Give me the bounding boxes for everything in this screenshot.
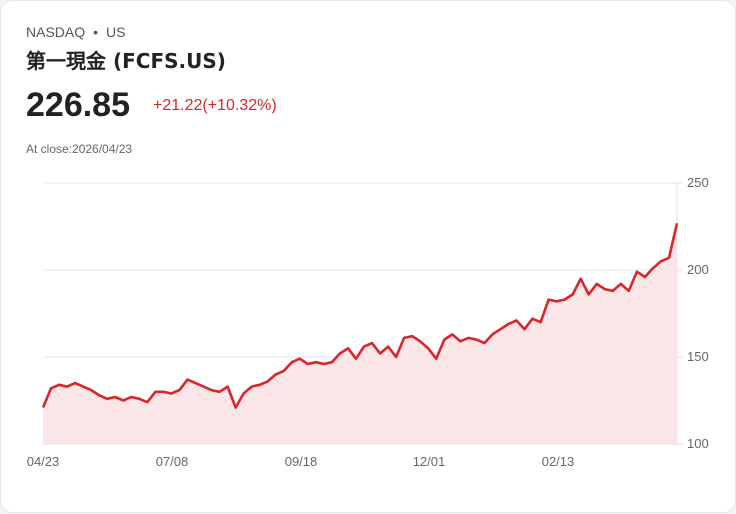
stock-title: 第一現金 (FCFS.US) — [26, 49, 226, 73]
x-tick-label: 09/18 — [285, 454, 318, 469]
y-tick-label: 250 — [687, 175, 709, 190]
close-date: At close:2026/04/23 — [26, 142, 133, 156]
separator-dot: • — [93, 24, 99, 40]
market-name: US — [106, 24, 126, 40]
y-tick-label: 150 — [687, 349, 709, 364]
x-tick-label: 12/01 — [413, 454, 446, 469]
exchange-name: NASDAQ — [26, 24, 86, 40]
price-line — [41, 223, 679, 409]
y-tick-label: 100 — [687, 436, 709, 451]
chart-area-fill — [43, 223, 677, 444]
stock-price: 226.85 — [26, 86, 130, 124]
axis-labels: 250 200 150 100 04/23 07/08 09/18 12/01 02/13 — [27, 175, 709, 469]
y-tick-label: 200 — [687, 262, 709, 277]
exchange-line: NASDAQ • US — [26, 24, 125, 40]
x-tick-label: 07/08 — [156, 454, 189, 469]
x-tick-label: 02/13 — [542, 454, 575, 469]
price-change: +21.22(+10.32%) — [153, 97, 277, 114]
x-tick-label: 04/23 — [27, 454, 60, 469]
